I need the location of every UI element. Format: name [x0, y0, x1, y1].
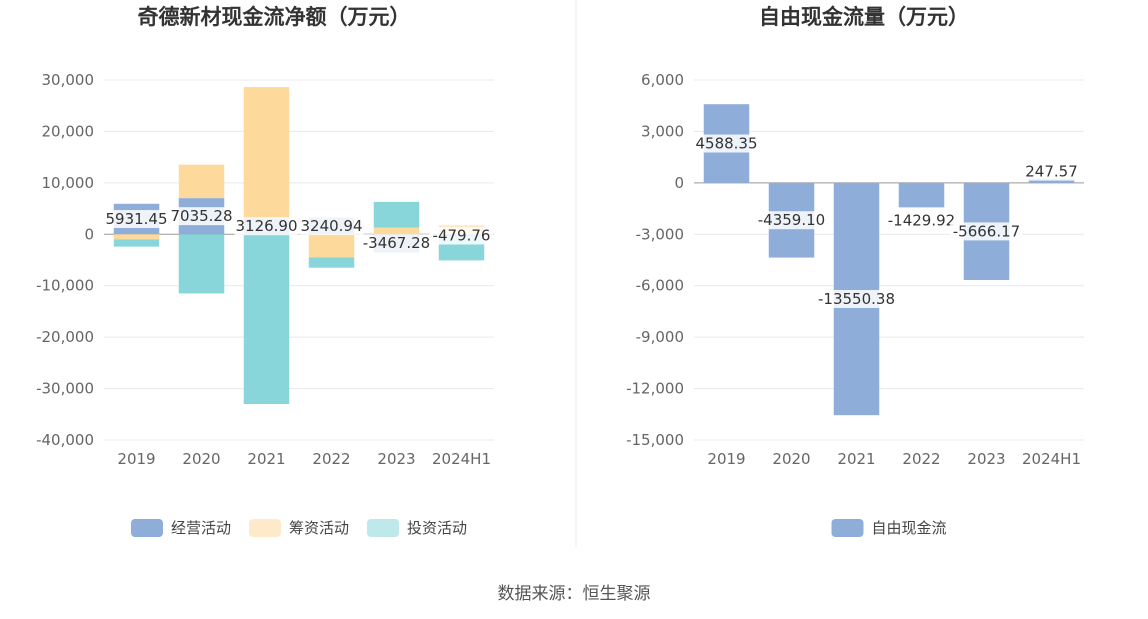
- left-label-bg-0: [104, 210, 169, 229]
- left-bar-1-3: [308, 234, 355, 258]
- left-data-label-0: 5931.45: [105, 210, 167, 228]
- left-label-bg-2: [234, 217, 299, 236]
- left-bar-1-0: [113, 234, 160, 240]
- left-data-label-3: 3240.94: [300, 217, 362, 235]
- right-xtick-4: 2023: [967, 450, 1005, 468]
- left-label-bg-3: [299, 216, 364, 235]
- right-label-bg-2: [815, 290, 898, 309]
- left-ytick-4: -10,000: [36, 277, 94, 295]
- right-ytick-4: -6,000: [636, 277, 684, 295]
- left-label-bg-4: [360, 234, 433, 253]
- right-legend-swatch-0[interactable]: [831, 519, 864, 537]
- left-xtick-4: 2023: [377, 450, 415, 468]
- right-data-labels: 4588.35 -4359.10 -13550.38 -1429.92-5666.17…: [694, 134, 1080, 309]
- right-data-label-4: -5666.17: [953, 222, 1020, 240]
- left-legend[interactable]: 经营活动 筹资活动 投资活动: [131, 519, 467, 537]
- left-legend-swatch-0[interactable]: [131, 519, 163, 537]
- right-bar-0-5: [1028, 178, 1075, 183]
- left-bar-2-1: [178, 234, 225, 294]
- source-note: 数据来源：恒生聚源: [498, 584, 651, 604]
- right-xtick-2: 2021: [837, 450, 875, 468]
- left-data-label-5: -479.76: [433, 227, 491, 245]
- right-bars: [703, 104, 1075, 416]
- left-bar-1-4: [373, 227, 420, 235]
- left-bar-2-3: [308, 257, 355, 268]
- left-xtick-5: 2024H1: [432, 450, 491, 468]
- right-xtick-1: 2020: [772, 450, 810, 468]
- left-gridlines: 30,000 20,000 10,000 0 -10,000 -20,000 -30,000…: [36, 71, 494, 468]
- left-legend-label-1[interactable]: 筹资活动: [289, 519, 349, 537]
- right-legend[interactable]: 自由现金流: [831, 519, 947, 537]
- right-bar-0-3: [898, 182, 945, 208]
- left-ytick-2: 10,000: [42, 174, 95, 192]
- left-ytick-6: -30,000: [36, 380, 94, 398]
- right-label-bg-3: [885, 211, 958, 230]
- left-bar-1-2: [243, 87, 290, 219]
- net-cash-flow-chart: 奇德新材现金流净额（万元） 30,000 20,000 10,000 0 -10,000…: [36, 5, 494, 537]
- right-ytick-2: 0: [674, 174, 684, 192]
- left-bar-2-4: [373, 201, 420, 228]
- right-label-bg-4: [950, 222, 1023, 241]
- right-ytick-3: -3,000: [636, 225, 684, 243]
- left-ytick-5: -20,000: [36, 328, 94, 346]
- left-bar-2-0: [113, 239, 160, 247]
- left-legend-swatch-2[interactable]: [367, 519, 399, 537]
- right-xtick-0: 2019: [707, 450, 745, 468]
- left-label-bg-5: [429, 226, 494, 245]
- right-data-label-3: -1429.92: [888, 211, 955, 229]
- left-data-label-1: 7035.28: [170, 207, 232, 225]
- left-xtick-2: 2021: [247, 450, 285, 468]
- free-cash-flow-chart: 自由现金流量（万元） 6,000 3,000 0 -3,000 -6,000 -9,000…: [626, 5, 1084, 537]
- left-ytick-3: 0: [84, 225, 94, 243]
- left-legend-label-2[interactable]: 投资活动: [407, 519, 467, 537]
- left-bar-2-2: [243, 234, 290, 404]
- left-xtick-1: 2020: [182, 450, 220, 468]
- right-ytick-7: -15,000: [626, 431, 684, 449]
- right-ytick-0: 6,000: [641, 71, 684, 89]
- right-xtick-5: 2024H1: [1022, 450, 1081, 468]
- left-legend-swatch-1[interactable]: [249, 519, 281, 537]
- right-data-label-1: -4359.10: [758, 211, 825, 229]
- right-ytick-1: 3,000: [641, 122, 684, 140]
- left-ytick-0: 30,000: [42, 71, 95, 89]
- left-legend-label-0[interactable]: 经营活动: [171, 519, 231, 537]
- right-label-bg-0: [694, 134, 759, 153]
- left-chart-title: 奇德新材现金流净额（万元）: [138, 5, 411, 29]
- right-ytick-5: -9,000: [636, 328, 684, 346]
- right-label-bg-5: [1023, 162, 1080, 181]
- left-ytick-7: -40,000: [36, 431, 94, 449]
- right-label-bg-1: [755, 211, 828, 230]
- right-xtick-3: 2022: [902, 450, 940, 468]
- right-ytick-6: -12,000: [626, 380, 684, 398]
- left-data-label-2: 3126.90: [235, 217, 297, 235]
- left-data-label-4: -3467.28: [363, 234, 430, 252]
- left-label-bg-1: [169, 207, 234, 226]
- left-xtick-3: 2022: [312, 450, 350, 468]
- right-legend-label-0[interactable]: 自由现金流: [872, 519, 947, 537]
- left-xtick-0: 2019: [117, 450, 155, 468]
- left-ytick-1: 20,000: [42, 122, 95, 140]
- right-chart-title: 自由现金流量（万元）: [759, 5, 969, 29]
- left-bar-1-1: [178, 164, 225, 199]
- right-data-label-2: -13550.38: [818, 290, 895, 308]
- right-gridlines: 6,000 3,000 0 -3,000 -6,000 -9,000 -12,000 -15,…: [626, 71, 1084, 468]
- right-data-label-5: 247.57: [1025, 163, 1078, 181]
- right-data-label-0: 4588.35: [695, 135, 757, 153]
